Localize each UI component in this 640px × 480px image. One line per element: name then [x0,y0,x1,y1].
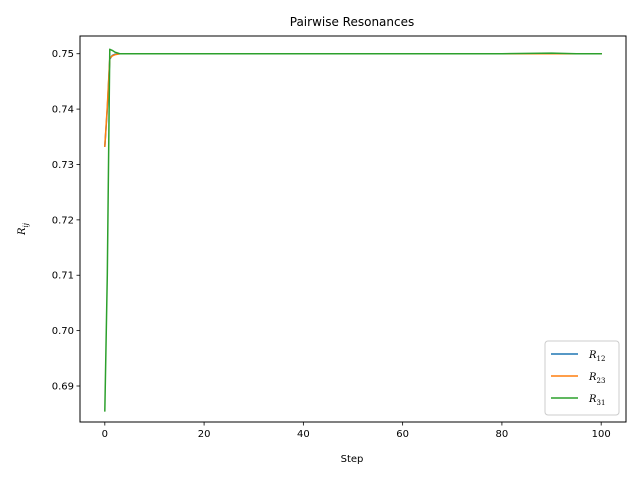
y-axis-label-main: R [17,227,28,236]
legend-label-sub: 12 [597,355,606,363]
legend-label-23: R23 [588,372,605,385]
x-tick-label: 80 [496,429,509,440]
y-tick-label: 0.70 [52,326,74,337]
x-tick-label: 40 [297,429,310,440]
y-tick-label: 0.69 [52,382,74,393]
x-tick-label: 60 [396,429,409,440]
series-line-31 [104,48,602,412]
x-tick-label: 100 [592,429,611,440]
y-tick-label: 0.73 [52,160,74,171]
plot-frame [79,35,627,423]
legend-label-sub: 31 [597,399,606,407]
y-tick-label: 0.75 [52,49,74,60]
y-tick-label: 0.72 [52,215,74,226]
legend-label-sub: 23 [597,377,606,385]
legend-label-main: R [588,350,597,361]
x-tick-label: 0 [102,429,108,440]
series-layer [104,48,602,412]
legend-label-31: R31 [588,394,605,407]
legend-box [544,340,620,416]
y-axis: 0.69 0.70 0.71 0.72 0.73 0.74 0.75 [52,49,80,393]
chart-title: Pairwise Resonances [290,15,415,29]
y-axis-label: Rij [17,222,30,236]
y-axis-label-sub: ij [22,222,30,227]
y-tick-label: 0.74 [52,105,74,116]
legend-label-main: R [588,372,597,383]
legend-label-12: R12 [588,350,605,363]
y-tick-label: 0.71 [52,271,74,282]
x-tick-label: 20 [198,429,211,440]
x-axis: 0 20 40 60 80 100 [102,422,611,440]
legend-label-main: R [588,394,597,405]
x-axis-label: Step [341,454,364,465]
